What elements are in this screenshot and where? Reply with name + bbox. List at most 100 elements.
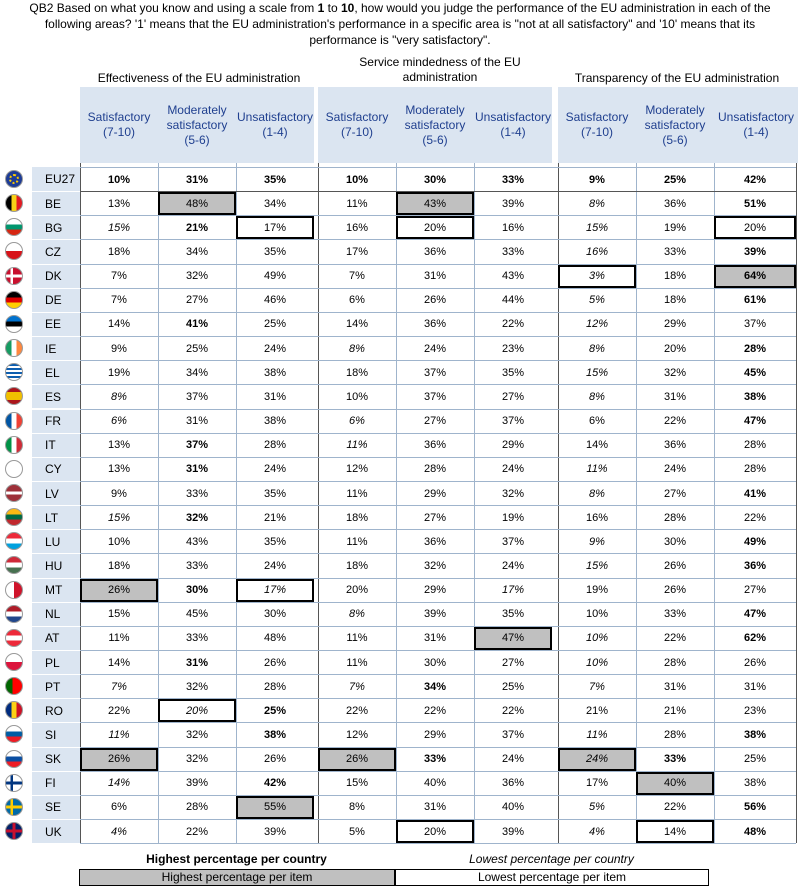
value-cell: 12% xyxy=(585,318,609,331)
value-cell: 11% xyxy=(346,535,368,548)
value-cell: 39% xyxy=(501,197,525,210)
row-divider xyxy=(80,698,796,700)
value-cell: 55% xyxy=(236,795,314,820)
value-cell: 10% xyxy=(345,390,369,403)
column-divider xyxy=(474,87,475,844)
value-cell: 38% xyxy=(743,729,767,741)
value-cell: 11% xyxy=(108,729,130,741)
value-cell: 14% xyxy=(107,656,131,669)
value-cell: 7% xyxy=(349,680,365,693)
legend-low-item: Lowest percentage per item xyxy=(395,869,709,886)
value-cell: 20% xyxy=(714,216,796,240)
value-cell: 21% xyxy=(585,704,609,717)
de-flag-icon xyxy=(5,290,23,309)
value-cell: 22% xyxy=(743,511,767,524)
value-cell: 15% xyxy=(345,777,369,790)
value-cell: 32% xyxy=(185,270,209,283)
value-cell: 14% xyxy=(345,318,369,331)
value-cell: 27% xyxy=(423,415,447,428)
value-cell: 17% xyxy=(236,578,314,602)
value-cell: 32% xyxy=(185,753,209,766)
value-cell: 27% xyxy=(185,294,209,307)
value-cell: 37% xyxy=(423,390,447,403)
value-cell: 42% xyxy=(743,173,767,186)
value-cell: 38% xyxy=(263,366,287,379)
country-label: AT xyxy=(32,625,80,650)
value-cell: 33% xyxy=(663,753,687,766)
value-cell: 15% xyxy=(107,608,131,621)
value-cell: 8% xyxy=(589,390,605,403)
column-header: Satisfactory (7-10) xyxy=(318,87,396,163)
column-header: Moderately satisfactory (5-6) xyxy=(158,87,236,163)
pt-flag-icon xyxy=(5,677,23,696)
column-header-line: Satisfactory xyxy=(565,110,629,124)
column-divider xyxy=(236,87,237,844)
flag-cross xyxy=(6,798,22,815)
country-label: DE xyxy=(32,287,80,312)
column-header-line: Moderately xyxy=(167,102,227,117)
value-cell: 37% xyxy=(743,318,767,331)
value-cell: 37% xyxy=(501,535,525,548)
column-header-line: (5-6) xyxy=(422,132,448,147)
eu-flag-icon xyxy=(5,170,23,188)
country-label: CY xyxy=(32,456,80,481)
value-cell: 11% xyxy=(346,656,368,669)
value-cell: 7% xyxy=(111,680,127,693)
row-divider xyxy=(80,770,796,772)
value-cell: 28% xyxy=(743,342,767,355)
value-cell: 37% xyxy=(423,366,447,379)
row-divider xyxy=(80,432,796,434)
value-cell: 10% xyxy=(585,608,609,621)
row-divider xyxy=(80,553,796,555)
value-cell: 26% xyxy=(80,747,158,771)
value-cell: 27% xyxy=(501,390,525,403)
value-cell: 33% xyxy=(185,559,209,572)
value-cell: 36% xyxy=(743,559,767,572)
value-cell: 30% xyxy=(423,173,447,186)
value-cell: 30% xyxy=(185,584,209,597)
value-cell: 27% xyxy=(743,584,767,597)
value-cell: 18% xyxy=(345,366,369,379)
column-divider xyxy=(636,87,637,844)
row-divider xyxy=(80,674,796,676)
column-divider xyxy=(796,87,797,844)
value-cell: 29% xyxy=(423,487,447,500)
el-flag-icon xyxy=(5,363,23,382)
country-label: EU27 xyxy=(32,167,80,192)
value-cell: 38% xyxy=(263,729,287,741)
group-effectiveness: Effectiveness of the EU administration xyxy=(97,71,301,85)
ee-flag-icon xyxy=(5,314,23,333)
country-label: SK xyxy=(32,746,80,771)
row-divider xyxy=(80,722,796,724)
value-cell: 36% xyxy=(423,439,447,452)
country-label: UK xyxy=(32,819,80,844)
value-cell: 28% xyxy=(663,511,687,524)
row-divider xyxy=(80,215,796,217)
value-cell: 62% xyxy=(743,632,767,645)
value-cell: 31% xyxy=(423,270,447,283)
value-cell: 28% xyxy=(663,729,687,741)
value-cell: 24% xyxy=(663,463,687,476)
value-cell: 37% xyxy=(501,415,525,428)
row-divider xyxy=(80,505,796,507)
country-label: FI xyxy=(32,770,80,795)
value-cell: 13% xyxy=(107,439,131,452)
value-cell: 48% xyxy=(263,632,287,645)
value-cell: 11% xyxy=(346,439,368,452)
row-divider xyxy=(80,794,796,796)
row-divider xyxy=(80,384,796,386)
value-cell: 14% xyxy=(107,777,131,790)
value-cell: 34% xyxy=(185,366,209,379)
value-cell: 31% xyxy=(423,801,447,814)
value-cell: 24% xyxy=(263,342,287,355)
value-cell: 11% xyxy=(108,632,130,645)
value-cell: 11% xyxy=(586,463,608,476)
value-cell: 21% xyxy=(263,511,287,524)
table-bottom-line xyxy=(80,843,796,845)
value-cell: 34% xyxy=(263,197,287,210)
lu-flag-icon xyxy=(5,532,23,551)
value-cell: 25% xyxy=(663,173,687,186)
mt-flag-icon xyxy=(5,580,23,599)
value-cell: 8% xyxy=(349,801,365,814)
value-cell: 25% xyxy=(501,680,525,693)
